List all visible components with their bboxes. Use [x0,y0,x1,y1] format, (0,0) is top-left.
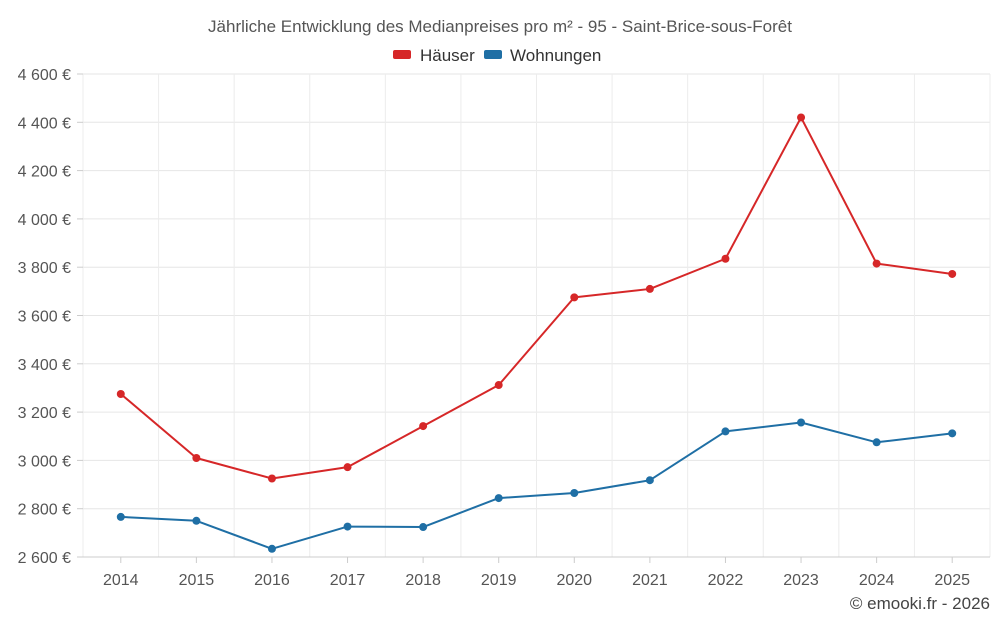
data-point-hauser-2025[interactable] [948,269,957,278]
legend-item-hauser[interactable]: Häuser [393,46,475,65]
data-point-wohnungen-2021[interactable] [645,476,654,485]
series-layer [116,113,957,553]
data-point-wohnungen-2018[interactable] [419,523,428,532]
x-tick-label: 2018 [405,572,441,589]
legend-item-wohnungen[interactable]: Wohnungen [484,46,601,65]
x-axis: 2014 2015 2016 2017 2018 2019 2020 2021 2022 2023… [83,556,990,589]
y-tick-label: 3 200 € [18,405,71,422]
y-axis: 2 600 € 2 800 € 3 000 € 3 200 € 3 400 € 3 600… [18,67,83,567]
y-tick-label: 2 800 € [18,502,71,519]
data-point-wohnungen-2020[interactable] [570,489,579,498]
chart-title: Jährliche Entwicklung des Medianpreises … [208,17,792,36]
data-point-wohnungen-2024[interactable] [872,438,881,447]
legend: Häuser Wohnungen [393,46,601,65]
x-tick-label: 2017 [330,572,366,589]
data-point-hauser-2024[interactable] [872,259,881,268]
legend-swatch-wohnungen [484,50,502,59]
x-tick-label: 2020 [556,572,592,589]
x-tick-label: 2022 [708,572,744,589]
y-tick-label: 3 600 € [18,309,71,326]
legend-label-wohnungen: Wohnungen [510,46,601,65]
data-point-wohnungen-2019[interactable] [494,494,503,503]
x-tick-label: 2014 [103,572,139,589]
data-point-hauser-2023[interactable] [797,113,806,122]
x-tick-label: 2015 [179,572,215,589]
credit-text: © emooki.fr - 2026 [850,594,990,613]
x-tick-label: 2025 [934,572,970,589]
y-tick-label: 3 800 € [18,260,71,277]
y-tick-label: 3 400 € [18,357,71,374]
data-point-wohnungen-2025[interactable] [948,429,957,438]
y-tick-label: 4 600 € [18,67,71,84]
x-tick-label: 2023 [783,572,819,589]
y-tick-label: 3 000 € [18,453,71,470]
y-tick-label: 4 000 € [18,212,71,229]
data-point-wohnungen-2023[interactable] [797,418,806,427]
data-point-hauser-2015[interactable] [192,453,201,462]
data-point-wohnungen-2022[interactable] [721,427,730,436]
data-point-hauser-2020[interactable] [570,293,579,302]
legend-swatch-hauser [393,50,411,59]
x-tick-label: 2024 [859,572,895,589]
x-tick-label: 2021 [632,572,668,589]
data-point-hauser-2017[interactable] [343,463,352,472]
data-point-hauser-2022[interactable] [721,254,730,263]
x-tick-label: 2016 [254,572,290,589]
data-point-hauser-2016[interactable] [267,474,276,483]
series-line-hauser [120,116,953,480]
data-point-wohnungen-2017[interactable] [343,522,352,531]
data-point-hauser-2021[interactable] [645,284,654,293]
legend-label-hauser: Häuser [420,46,475,65]
data-point-hauser-2019[interactable] [494,381,503,390]
data-point-wohnungen-2014[interactable] [116,512,125,521]
x-tick-label: 2019 [481,572,517,589]
y-tick-label: 4 400 € [18,115,71,132]
y-tick-label: 2 600 € [18,550,71,567]
data-point-hauser-2014[interactable] [116,389,125,398]
grid [82,73,991,558]
series-line-wohnungen [120,421,953,550]
data-point-wohnungen-2016[interactable] [267,544,276,553]
data-point-wohnungen-2015[interactable] [192,516,201,525]
y-tick-label: 4 200 € [18,164,71,181]
data-point-hauser-2018[interactable] [419,422,428,431]
